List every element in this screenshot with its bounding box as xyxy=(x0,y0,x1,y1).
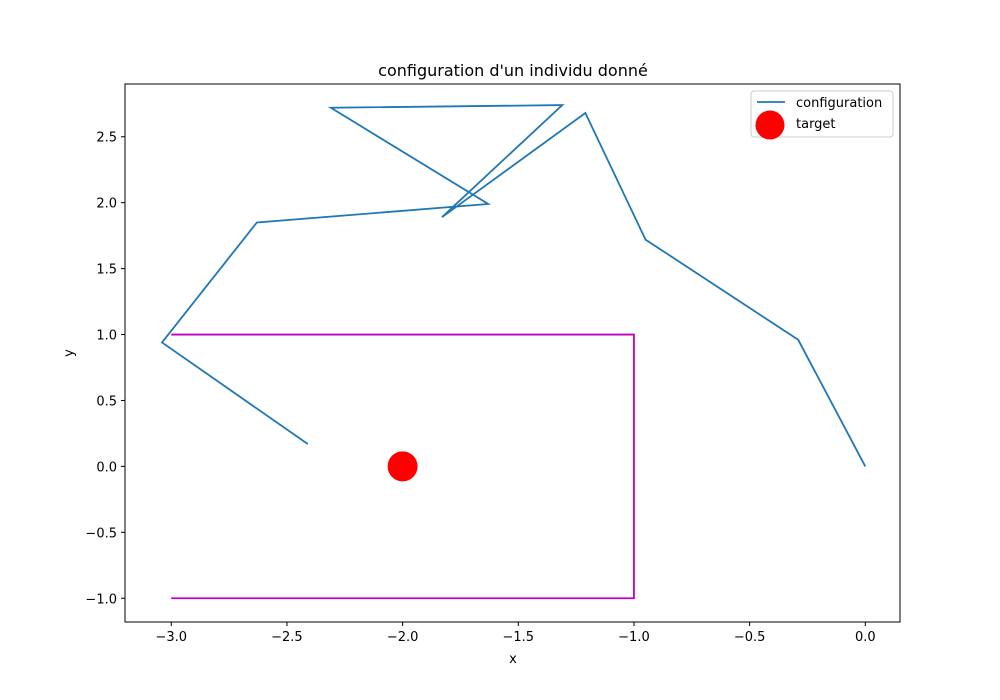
x-tick-label: −2.5 xyxy=(271,630,303,645)
y-tick-label: −0.5 xyxy=(85,526,117,541)
legend: configuration target xyxy=(750,90,894,140)
y-tick-label: 1.0 xyxy=(96,329,117,344)
x-tick-label: −1.5 xyxy=(502,630,534,645)
y-tick-label: 2.0 xyxy=(96,197,117,212)
x-axis: −3.0 −2.5 −2.0 −1.5 −1.0 −0.5 0.0 xyxy=(155,622,876,645)
y-tick-label: 0.0 xyxy=(96,460,117,475)
x-tick-label: −2.0 xyxy=(387,630,419,645)
y-tick-label: 0.5 xyxy=(96,394,117,409)
y-axis: −1.0 −0.5 0.0 0.5 1.0 1.5 2.0 2.5 xyxy=(85,131,125,607)
x-tick-label: −1.0 xyxy=(618,630,650,645)
plot-area xyxy=(160,104,867,600)
series-line-0 xyxy=(160,104,867,467)
x-tick-label: 0.0 xyxy=(855,630,876,645)
boundary-line xyxy=(171,333,635,600)
legend-label-configuration: configuration xyxy=(796,96,882,111)
x-axis-label: x xyxy=(509,652,517,667)
legend-label-target: target xyxy=(796,117,836,132)
target-marker xyxy=(387,451,418,482)
x-tick-label: −3.0 xyxy=(155,630,187,645)
y-tick-label: 1.5 xyxy=(96,263,117,278)
legend-box xyxy=(750,90,894,138)
chart-title: configuration d'un individu donné xyxy=(378,61,648,80)
y-tick-label: 2.5 xyxy=(96,131,117,146)
y-axis-label: y xyxy=(62,349,77,357)
legend-marker-swatch xyxy=(755,110,785,140)
x-tick-label: −0.5 xyxy=(734,630,766,645)
y-tick-label: −1.0 xyxy=(85,592,117,607)
axes-frame xyxy=(124,83,901,623)
